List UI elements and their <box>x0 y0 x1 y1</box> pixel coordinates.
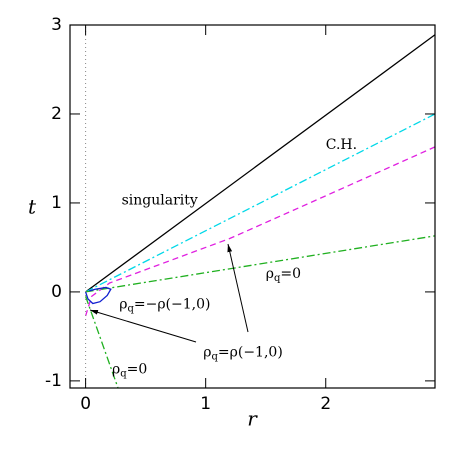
annotation: C.H. <box>326 137 357 153</box>
x-tick-label: 0 <box>80 394 91 414</box>
x-axis-label: r <box>247 407 258 431</box>
line <box>85 113 436 293</box>
line <box>84 146 436 317</box>
x-tick-label: 2 <box>320 394 331 414</box>
annotation: ρq=0 <box>266 266 301 284</box>
arrow <box>227 243 249 333</box>
annotation: ρq=−ρ(−1,0) <box>119 296 210 314</box>
annotation: ρq=0 <box>112 361 147 379</box>
line <box>85 235 436 293</box>
y-tick-label: 2 <box>51 104 62 124</box>
y-tick-label: 3 <box>51 15 62 35</box>
y-tick-label: 1 <box>51 193 62 213</box>
arrow <box>89 309 197 343</box>
plot-frame <box>69 24 436 389</box>
y-tick-label: -1 <box>45 371 62 391</box>
line <box>84 286 112 305</box>
line <box>85 34 436 293</box>
annotation: singularity <box>122 192 198 208</box>
x-tick-label: 1 <box>200 394 211 414</box>
annotation: ρq=ρ(−1,0) <box>203 344 283 362</box>
y-tick-label: 0 <box>51 282 62 302</box>
y-axis-label: t <box>28 195 37 219</box>
